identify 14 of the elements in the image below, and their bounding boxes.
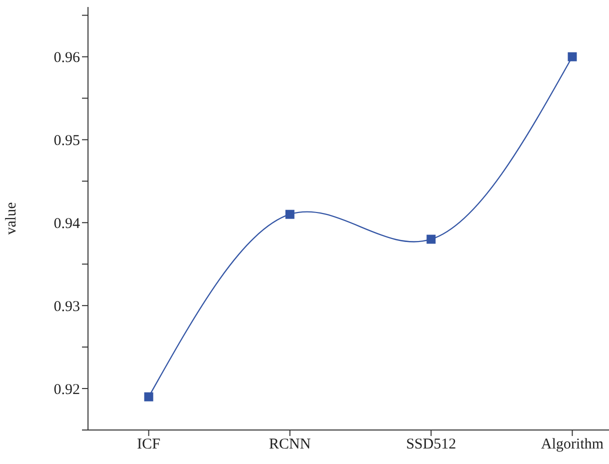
x-tick-label: SSD512 bbox=[406, 436, 456, 453]
y-tick-label: 0.96 bbox=[54, 50, 80, 66]
y-tick-label: 0.94 bbox=[54, 216, 80, 232]
x-tick-label: Algorithm bbox=[541, 436, 604, 453]
point bbox=[426, 234, 436, 244]
point bbox=[568, 52, 577, 62]
point bbox=[144, 392, 154, 402]
y-axis-title: value bbox=[3, 202, 20, 235]
y-tick-label: 0.92 bbox=[54, 382, 80, 398]
y-tick-label: 0.95 bbox=[54, 133, 80, 150]
point bbox=[285, 210, 294, 219]
y-tick-label: 0.93 bbox=[54, 298, 80, 315]
x-tick-label: RCNN bbox=[269, 436, 311, 453]
x-tick-label: ICF bbox=[137, 436, 160, 453]
